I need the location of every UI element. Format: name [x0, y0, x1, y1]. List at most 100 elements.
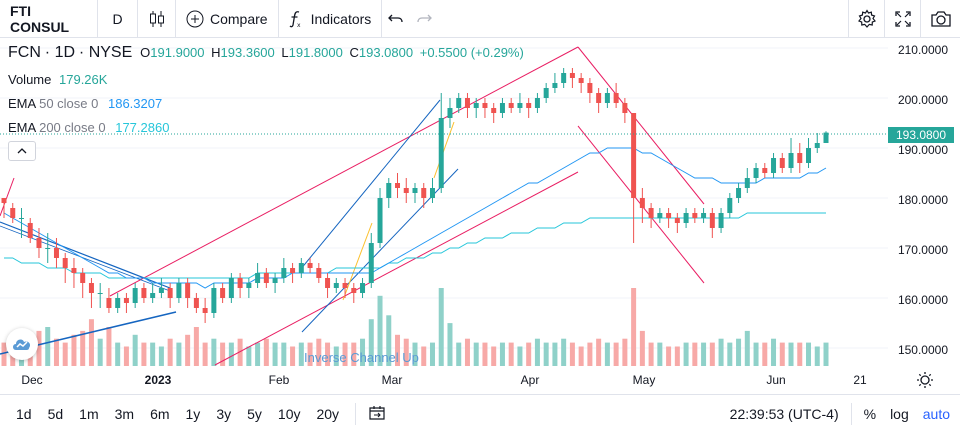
- range-10y[interactable]: 10y: [277, 406, 301, 422]
- volume-bar: [123, 346, 129, 366]
- candle-body: [351, 288, 357, 293]
- candle-body: [447, 108, 453, 118]
- volume-bar: [255, 342, 261, 366]
- volume-bar: [779, 342, 785, 366]
- legend-open: 191.9000: [150, 45, 205, 60]
- price-label-190: 190.0000: [897, 143, 948, 157]
- indicators-button[interactable]: x Indicators: [279, 0, 383, 38]
- volume-bar: [325, 342, 331, 366]
- legend-interval: 1D: [54, 44, 76, 61]
- candle-body: [788, 153, 794, 168]
- legend-ema50-row[interactable]: EMA 50 close 0 186.3207: [8, 96, 162, 111]
- volume-bar: [290, 346, 296, 366]
- downtrend-upper-line: [577, 46, 705, 205]
- log-toggle[interactable]: log: [890, 406, 909, 422]
- fullscreen-button[interactable]: [884, 0, 920, 38]
- volume-bar: [412, 342, 418, 366]
- axis-settings-button[interactable]: [916, 371, 934, 394]
- chart-type-button[interactable]: [138, 0, 176, 38]
- candle-body: [639, 198, 645, 208]
- candle-body: [36, 238, 42, 248]
- ema200-line: [4, 212, 826, 279]
- candle-body: [123, 298, 129, 303]
- volume-bar: [36, 330, 42, 366]
- candle-body: [10, 208, 16, 218]
- volume-bar: [132, 334, 138, 366]
- candle-body: [534, 98, 540, 108]
- time-label-2023: 2023: [144, 373, 172, 387]
- percent-toggle[interactable]: %: [863, 406, 877, 422]
- volume-bar: [762, 342, 768, 366]
- tradingview-logo[interactable]: [6, 328, 38, 360]
- candle-body: [176, 283, 182, 298]
- candle-body: [403, 188, 409, 193]
- volume-bar: [631, 288, 637, 366]
- symbol-search-button[interactable]: FTI CONSUL: [0, 0, 98, 38]
- legend-volume-row[interactable]: Volume 179.26K: [8, 72, 107, 87]
- undo-button[interactable]: [382, 0, 410, 38]
- volume-bar: [569, 342, 575, 366]
- volume-bar: [456, 342, 462, 366]
- settings-button[interactable]: [848, 0, 884, 38]
- range-6m[interactable]: 6m: [150, 406, 170, 422]
- channel-upper-line: [109, 46, 579, 297]
- volume-bar: [395, 334, 401, 366]
- date-range-button[interactable]: [364, 405, 390, 424]
- time-label-dec: Dec: [21, 373, 43, 387]
- candle-body: [228, 278, 234, 298]
- volume-bar: [499, 342, 505, 366]
- range-20y[interactable]: 20y: [316, 406, 340, 422]
- volume-bar: [193, 327, 199, 366]
- range-3y[interactable]: 3y: [216, 406, 232, 422]
- compare-button[interactable]: Compare: [176, 0, 279, 38]
- range-5y[interactable]: 5y: [247, 406, 262, 422]
- legend-main-row: FCN · 1D · NYSE O191.9000 H193.3600 L191…: [8, 44, 524, 61]
- candle-body: [211, 288, 217, 313]
- volume-bar: [167, 338, 173, 366]
- volume-bar: [368, 319, 374, 366]
- volume-bar: [1, 342, 7, 366]
- candle-body: [377, 198, 383, 243]
- candle-body: [736, 188, 742, 198]
- plus-circle-icon: [186, 10, 204, 27]
- volume-bar: [709, 342, 715, 366]
- legend-collapse-button[interactable]: [8, 141, 36, 161]
- volume-bar: [342, 342, 348, 366]
- volume-bar: [788, 342, 794, 366]
- volume-bar: [53, 338, 59, 366]
- redo-button[interactable]: [410, 0, 438, 38]
- candle-body: [701, 213, 707, 218]
- candle-body: [325, 278, 331, 288]
- volume-bar: [552, 342, 558, 366]
- ema200-params: 200 close 0: [39, 120, 106, 135]
- range-3m[interactable]: 3m: [114, 406, 135, 422]
- price-chart[interactable]: Inverse Channel Up: [0, 38, 888, 368]
- screenshot-button[interactable]: [920, 0, 960, 38]
- volume-bar: [578, 346, 584, 366]
- legend-ema200-row[interactable]: EMA 200 close 0 177.2860: [8, 120, 169, 135]
- candle-body: [744, 178, 750, 188]
- volume-bar: [333, 346, 339, 366]
- volume-bar: [281, 342, 287, 366]
- range-1m[interactable]: 1m: [79, 406, 99, 422]
- range-1y[interactable]: 1y: [185, 406, 201, 422]
- compare-label: Compare: [210, 10, 268, 27]
- clock-time[interactable]: 22:39:53 (UTC-4): [729, 406, 839, 422]
- ema50-line: [3, 147, 827, 289]
- volume-bar: [473, 342, 479, 366]
- candle-body: [62, 258, 68, 268]
- chevron-up-icon: [17, 148, 27, 154]
- range-5d[interactable]: 5d: [47, 406, 64, 422]
- separator: [355, 403, 357, 425]
- auto-scale-toggle[interactable]: auto: [922, 406, 950, 422]
- interval-button[interactable]: D: [98, 0, 138, 38]
- candle-body: [97, 293, 103, 294]
- volume-bar: [753, 342, 759, 366]
- channel-lower-line: [214, 171, 579, 366]
- volume-bar: [508, 342, 514, 366]
- volume-bar: [491, 346, 497, 366]
- legend-change: +0.5500 (+0.29%): [419, 45, 524, 60]
- volume-bar: [246, 346, 252, 366]
- range-1d[interactable]: 1d: [16, 406, 32, 422]
- yellow-line-2: [433, 121, 455, 179]
